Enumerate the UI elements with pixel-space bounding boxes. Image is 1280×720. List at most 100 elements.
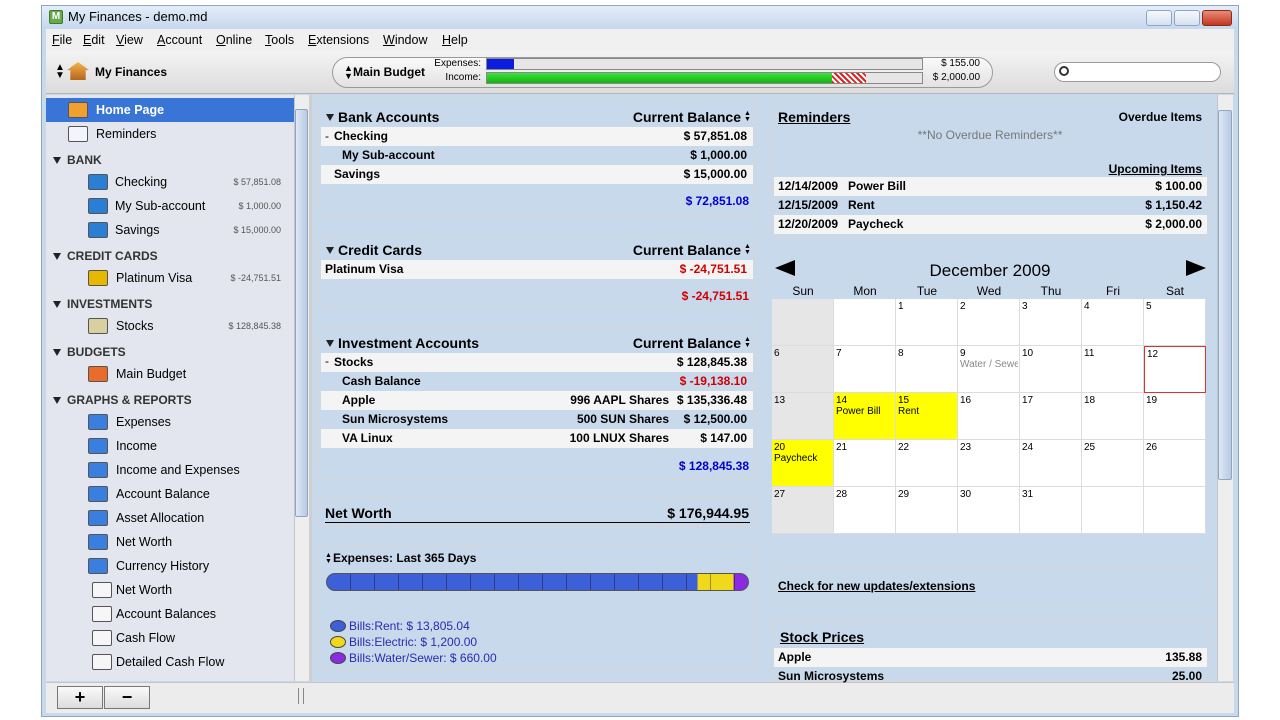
row-name[interactable]: VA Linux bbox=[342, 431, 393, 445]
day-event[interactable]: Power Bill bbox=[836, 406, 881, 417]
calendar-day[interactable]: 2 bbox=[958, 299, 1020, 346]
calendar-day[interactable]: 21 bbox=[834, 440, 896, 487]
reminder-name[interactable]: Rent bbox=[848, 198, 875, 212]
row-name[interactable]: Apple bbox=[342, 393, 376, 407]
sidebar-button[interactable]: + bbox=[57, 686, 103, 709]
menu-item[interactable]: Online bbox=[216, 33, 253, 47]
sidebar-item[interactable]: Account Balances bbox=[116, 607, 217, 621]
row-name[interactable]: Stocks bbox=[334, 355, 374, 369]
sidebar-heading[interactable]: BUDGETS bbox=[67, 345, 126, 359]
row-name[interactable]: Platinum Visa bbox=[325, 262, 404, 276]
calendar-day[interactable]: 14 Power Bill bbox=[834, 393, 896, 440]
sidebar-item[interactable]: Expenses bbox=[116, 415, 171, 429]
calendar-day[interactable]: 19 bbox=[1144, 393, 1206, 440]
calendar-day[interactable] bbox=[772, 299, 834, 346]
legend-label[interactable]: Bills:Electric: $ 1,200.00 bbox=[349, 635, 478, 649]
panel-title[interactable]: Expenses: Last 365 Days bbox=[333, 551, 477, 565]
collapse-triangle[interactable] bbox=[53, 253, 61, 260]
calendar-day[interactable]: 20 Paycheck bbox=[772, 440, 834, 487]
calendar-day[interactable]: 24 bbox=[1020, 440, 1082, 487]
reminder-name[interactable]: Power Bill bbox=[848, 179, 907, 193]
sidebar-item[interactable]: Net Worth bbox=[116, 535, 173, 549]
calendar-day[interactable]: 31 bbox=[1020, 487, 1082, 534]
close-button[interactable] bbox=[1202, 10, 1232, 26]
sidebar-heading[interactable]: CREDIT CARDS bbox=[67, 249, 158, 263]
collapse-triangle[interactable] bbox=[53, 397, 61, 404]
row-name[interactable]: Cash Balance bbox=[342, 374, 421, 388]
sidebar-item[interactable]: Checking bbox=[115, 175, 168, 189]
column-header[interactable]: Current Balance bbox=[632, 335, 741, 351]
next-month[interactable] bbox=[1186, 260, 1206, 276]
reminder-date[interactable]: 12/20/2009 bbox=[778, 217, 839, 231]
splitter[interactable] bbox=[309, 95, 312, 681]
calendar-day[interactable]: 1 bbox=[896, 299, 958, 346]
collapse-triangle[interactable] bbox=[53, 349, 61, 356]
sidebar-item[interactable]: Currency History bbox=[116, 559, 210, 573]
calendar-day[interactable]: 11 bbox=[1082, 346, 1144, 393]
column-header[interactable]: Current Balance bbox=[632, 242, 741, 258]
column-header[interactable]: Current Balance bbox=[632, 109, 741, 125]
collapse-triangle[interactable] bbox=[53, 301, 61, 308]
calendar-day[interactable]: 15 Rent bbox=[896, 393, 958, 440]
sidebar-item[interactable]: Reminders bbox=[96, 127, 157, 141]
panel-title[interactable]: Bank Accounts bbox=[338, 109, 440, 125]
selector-arrows[interactable]: ▲ ▼ bbox=[55, 62, 65, 81]
collapse-dash[interactable]: - bbox=[325, 354, 329, 368]
prev-month[interactable] bbox=[775, 260, 795, 276]
calendar-day[interactable]: 16 bbox=[958, 393, 1020, 440]
calendar-day[interactable]: 23 bbox=[958, 440, 1020, 487]
menu-item[interactable]: Tools bbox=[265, 33, 295, 47]
sidebar-item[interactable]: Net Worth bbox=[116, 583, 173, 597]
sidebar-item[interactable]: Home Page bbox=[96, 103, 165, 117]
calendar-day[interactable]: 25 bbox=[1082, 440, 1144, 487]
sidebar-scroll-thumb[interactable] bbox=[295, 109, 308, 517]
legend-label[interactable]: Bills:Water/Sewer: $ 660.00 bbox=[349, 651, 497, 665]
minimize-button[interactable] bbox=[1146, 10, 1172, 26]
calendar-day[interactable]: 6 bbox=[772, 346, 834, 393]
reminder-name[interactable]: Paycheck bbox=[848, 217, 904, 231]
row-name[interactable]: Checking bbox=[334, 129, 389, 143]
calendar-day[interactable]: 29 bbox=[896, 487, 958, 534]
calendar-day[interactable]: 9 Water / Sewer bbox=[958, 346, 1020, 393]
sidebar-item[interactable]: Detailed Cash Flow bbox=[116, 655, 225, 669]
sort-arrows[interactable]: ▲ ▼ bbox=[325, 552, 332, 565]
calendar-day[interactable] bbox=[1082, 487, 1144, 534]
calendar-day[interactable]: 3 bbox=[1020, 299, 1082, 346]
menu-item[interactable]: Help bbox=[442, 33, 468, 47]
collapse-triangle[interactable] bbox=[53, 157, 61, 164]
sidebar-item[interactable]: Asset Allocation bbox=[116, 511, 205, 525]
sidebar-heading[interactable]: INVESTMENTS bbox=[67, 297, 153, 311]
calendar-day[interactable] bbox=[834, 299, 896, 346]
sidebar-item[interactable]: Platinum Visa bbox=[116, 271, 193, 285]
calendar-day[interactable]: 4 bbox=[1082, 299, 1144, 346]
day-event[interactable]: Water / Sewer bbox=[960, 359, 1018, 370]
day-event[interactable]: Paycheck bbox=[774, 453, 818, 464]
calendar-day[interactable] bbox=[1144, 487, 1206, 534]
sidebar-item[interactable]: My Sub-account bbox=[115, 199, 206, 213]
sidebar-item[interactable]: Savings bbox=[115, 223, 160, 237]
calendar-day[interactable]: 5 bbox=[1144, 299, 1206, 346]
sidebar-item[interactable]: Income and Expenses bbox=[116, 463, 240, 477]
calendar-day[interactable]: 27 bbox=[772, 487, 834, 534]
sidebar-item[interactable]: Stocks bbox=[116, 319, 154, 333]
menu-item[interactable]: Extensions bbox=[308, 33, 370, 47]
sidebar-item[interactable]: Account Balance bbox=[116, 487, 210, 501]
stock-name[interactable]: Apple bbox=[778, 650, 812, 664]
menu-item[interactable]: View bbox=[116, 33, 143, 47]
stock-name[interactable]: Sun Microsystems bbox=[778, 669, 885, 683]
calendar-day[interactable]: 17 bbox=[1020, 393, 1082, 440]
calendar-day[interactable]: 12 bbox=[1144, 346, 1206, 393]
search-box[interactable] bbox=[1054, 62, 1221, 82]
panel-title[interactable]: Investment Accounts bbox=[338, 335, 480, 351]
panel-title[interactable]: Reminders bbox=[778, 109, 851, 125]
reminder-date[interactable]: 12/14/2009 bbox=[778, 179, 839, 193]
calendar-day[interactable]: 7 bbox=[834, 346, 896, 393]
legend-label[interactable]: Bills:Rent: $ 13,805.04 bbox=[349, 619, 470, 633]
collapse-dash[interactable]: - bbox=[325, 129, 329, 143]
menu-item[interactable]: Edit bbox=[83, 33, 105, 47]
menu-item[interactable]: Window bbox=[383, 33, 428, 47]
sidebar-item[interactable]: Cash Flow bbox=[116, 631, 176, 645]
calendar-day[interactable]: 22 bbox=[896, 440, 958, 487]
reminder-date[interactable]: 12/15/2009 bbox=[778, 198, 839, 212]
calendar-day[interactable]: 30 bbox=[958, 487, 1020, 534]
